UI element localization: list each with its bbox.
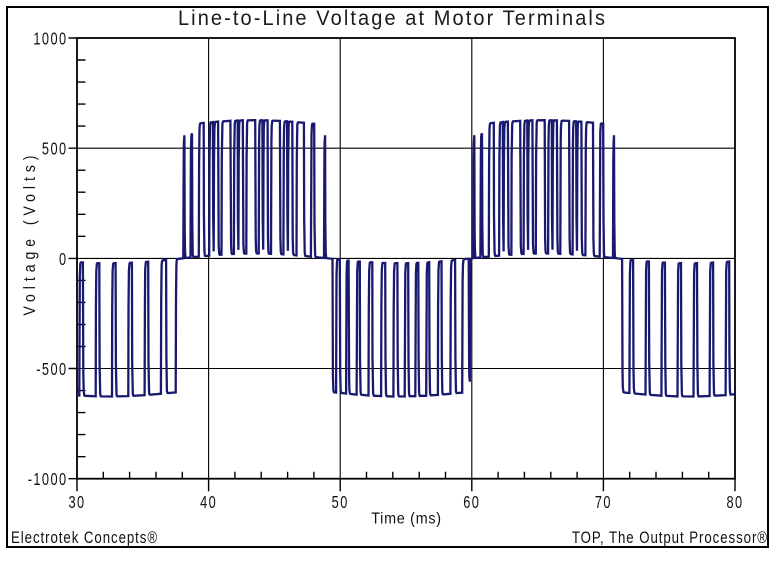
svg-text:40: 40 [200, 493, 217, 513]
svg-text:0: 0 [59, 250, 68, 270]
svg-text:50: 50 [332, 493, 349, 513]
svg-text:1000: 1000 [33, 29, 67, 49]
svg-text:70: 70 [595, 493, 612, 513]
svg-text:-500: -500 [36, 360, 67, 380]
svg-text:Line-to-Line Voltage at Motor: Line-to-Line Voltage at Motor Terminals [178, 6, 607, 30]
svg-text:TOP, The Output Processor®: TOP, The Output Processor® [572, 529, 768, 548]
svg-text:500: 500 [42, 140, 68, 160]
svg-text:Voltage (Volts): Voltage (Volts) [21, 151, 39, 316]
svg-text:80: 80 [726, 493, 743, 513]
svg-text:Time (ms): Time (ms) [371, 510, 442, 528]
svg-text:30: 30 [68, 493, 85, 513]
svg-text:60: 60 [463, 493, 480, 513]
svg-text:Electrotek Concepts®: Electrotek Concepts® [11, 529, 158, 548]
svg-text:-1000: -1000 [28, 470, 68, 490]
